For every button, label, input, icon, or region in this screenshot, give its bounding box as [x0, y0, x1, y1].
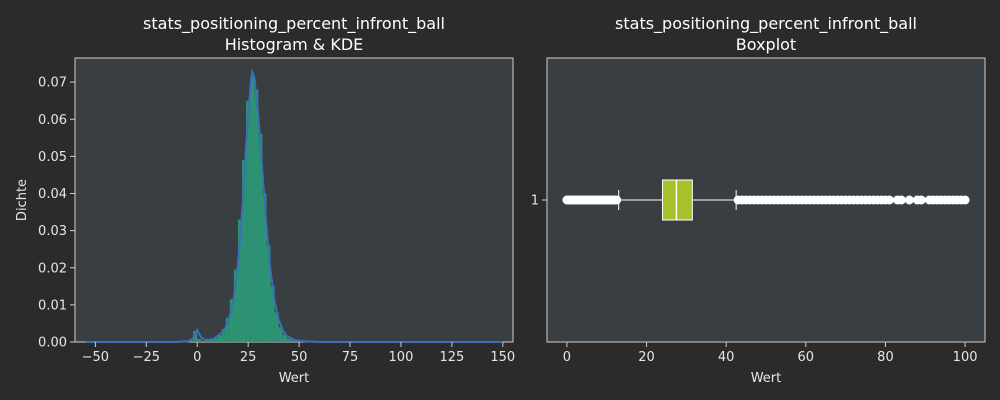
hist-bar	[266, 245, 271, 342]
hist-bar	[262, 193, 267, 342]
hist-bar	[246, 100, 251, 342]
hist-y-tick-label: 0.07	[38, 76, 67, 91]
hist-bar	[254, 89, 259, 342]
hist-bar	[225, 317, 230, 342]
box-x-tick-label: 40	[718, 350, 735, 365]
hist-bar	[209, 339, 214, 342]
hist-bar	[229, 299, 234, 342]
box-y-ticks: 1	[531, 194, 547, 209]
hist-x-tick-label: 150	[490, 350, 515, 365]
hist-plot-area	[74, 57, 514, 343]
outlier-point	[896, 195, 906, 205]
hist-bar	[197, 339, 202, 342]
hist-y-tick-label: 0.00	[38, 336, 67, 351]
hist-y-tick-label: 0.01	[38, 298, 67, 313]
hist-bars	[193, 76, 304, 343]
hist-bar	[258, 134, 263, 342]
box-x-tick-label: 100	[953, 350, 978, 365]
hist-y-tick-label: 0.05	[38, 150, 67, 165]
hist-bar	[233, 269, 238, 342]
boxplot-chart: stats_positioning_percent_infront_ball B…	[531, 14, 986, 386]
hist-y-tick-label: 0.06	[38, 113, 67, 128]
hist-bar	[282, 334, 287, 342]
hist-bar	[295, 340, 300, 342]
hist-x-tick-label: −25	[133, 350, 160, 365]
box-y-tick-label: 1	[531, 194, 539, 209]
hist-y-tick-label: 0.04	[38, 187, 67, 202]
hist-y-tick-label: 0.03	[38, 224, 67, 239]
hist-bar	[274, 312, 279, 342]
hist-bar	[286, 338, 291, 342]
hist-bar	[205, 340, 210, 342]
hist-bar	[290, 340, 296, 342]
outlier-point	[612, 195, 622, 205]
outlier-point	[904, 195, 914, 205]
hist-x-tick-label: 100	[389, 350, 414, 365]
hist-x-tick-label: 75	[342, 350, 359, 365]
hist-y-tick-label: 0.02	[38, 261, 67, 276]
histogram-kde-chart: stats_positioning_percent_infront_ball H…	[15, 14, 515, 386]
box-marks	[562, 179, 970, 221]
kde-line	[85, 67, 503, 343]
hist-bar	[217, 335, 222, 342]
hist-bar	[237, 219, 243, 342]
box-x-tick-label: 60	[798, 350, 815, 365]
box-x-ticks: 0 20 40 60 80 100	[563, 342, 978, 365]
hist-bar	[201, 340, 206, 342]
hist-x-tick-label: 50	[291, 350, 308, 365]
box-subtitle: Boxplot	[736, 35, 796, 54]
hist-bar	[250, 76, 255, 343]
box-iqr	[661, 179, 693, 221]
box-title: stats_positioning_percent_infront_ball	[615, 14, 917, 34]
outlier-point	[960, 195, 970, 205]
hist-x-tick-label: 25	[240, 350, 257, 365]
hist-bar	[242, 160, 247, 342]
hist-x-tick-label: 0	[193, 350, 201, 365]
hist-x-label: Wert	[279, 371, 310, 386]
box-x-tick-label: 80	[877, 350, 894, 365]
outlier-point	[916, 195, 926, 205]
hist-x-ticks: −50 −25 0 25 50 75 100 125 150	[82, 342, 515, 365]
hist-bar	[221, 329, 226, 342]
box-x-tick-label: 20	[638, 350, 655, 365]
hist-y-ticks: 0.00 0.01 0.02 0.03 0.04 0.05 0.06 0.07	[38, 76, 75, 351]
hist-bar	[270, 286, 275, 342]
hist-bar	[213, 338, 218, 342]
box-x-label: Wert	[751, 371, 782, 386]
hist-y-label: Dichte	[15, 179, 30, 221]
hist-x-tick-label: −50	[82, 350, 109, 365]
hist-title: stats_positioning_percent_infront_ball	[143, 14, 445, 34]
hist-subtitle: Histogram & KDE	[225, 35, 364, 54]
hist-bar	[278, 327, 283, 342]
hist-x-tick-label: 125	[439, 350, 464, 365]
box-x-tick-label: 0	[563, 350, 571, 365]
outlier-point	[884, 195, 894, 205]
